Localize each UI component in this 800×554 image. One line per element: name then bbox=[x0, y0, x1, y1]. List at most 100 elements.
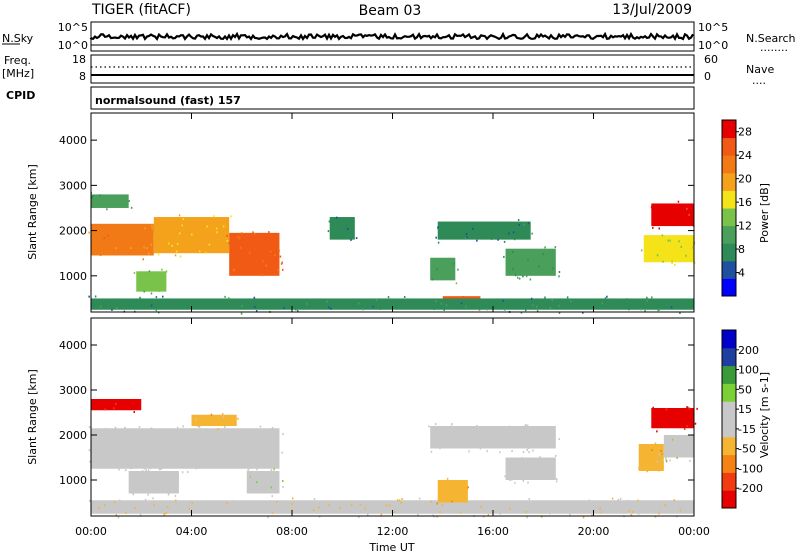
power-speck bbox=[513, 238, 516, 241]
freq-tick-top: 18 bbox=[72, 53, 86, 66]
power-ytick-label: 1000 bbox=[59, 270, 87, 283]
velocity-speck bbox=[491, 511, 493, 514]
power-speck bbox=[511, 250, 514, 253]
nsearch-dots: ........ bbox=[760, 41, 788, 54]
power-speck bbox=[306, 302, 308, 305]
power-speck bbox=[433, 307, 435, 310]
nsearch-label: N.Search bbox=[746, 32, 796, 45]
velocity-speck bbox=[658, 512, 660, 515]
power-speck bbox=[128, 199, 130, 202]
velocity-speck bbox=[94, 403, 97, 406]
power-speck bbox=[346, 228, 349, 231]
velocity-speck bbox=[444, 501, 446, 504]
power-speck bbox=[126, 237, 128, 240]
power-speck bbox=[542, 253, 544, 256]
power-speck bbox=[242, 270, 244, 273]
power-speck bbox=[114, 303, 116, 306]
power-speck bbox=[457, 268, 459, 271]
velocity-speck bbox=[232, 500, 234, 503]
velocity-region bbox=[91, 500, 694, 514]
velocity-speck bbox=[673, 499, 675, 502]
velocity-speck bbox=[456, 429, 459, 432]
power-speck bbox=[239, 239, 241, 242]
power-speck bbox=[549, 262, 551, 265]
power-panel-frame bbox=[90, 112, 695, 313]
power-speck bbox=[151, 227, 154, 230]
velocity-speck bbox=[434, 423, 437, 426]
velocity-speck bbox=[535, 506, 537, 509]
velocity-speck bbox=[433, 515, 435, 518]
velocity-speck bbox=[158, 475, 160, 478]
power-speck bbox=[537, 265, 540, 268]
velocity-speck bbox=[486, 450, 488, 453]
power-speck bbox=[688, 253, 690, 256]
velocity-colorbar-tick-label: -15 bbox=[738, 423, 756, 436]
power-speck bbox=[522, 275, 524, 278]
velocity-speck bbox=[124, 447, 127, 450]
velocity-speck bbox=[628, 509, 630, 512]
velocity-speck bbox=[128, 443, 131, 446]
velocity-speck bbox=[530, 472, 533, 475]
velocity-speck bbox=[150, 502, 152, 505]
velocity-speck bbox=[163, 513, 166, 516]
velocity-speck bbox=[660, 449, 662, 452]
velocity-colorbar-label: Velocity [m s-1] bbox=[758, 372, 771, 458]
power-speck bbox=[271, 258, 273, 261]
velocity-speck bbox=[248, 439, 251, 442]
power-region bbox=[91, 194, 129, 208]
nsky-panel bbox=[90, 21, 695, 52]
power-speck bbox=[213, 215, 215, 218]
velocity-speck bbox=[556, 505, 558, 508]
velocity-speck bbox=[96, 461, 98, 464]
power-speck bbox=[658, 304, 660, 307]
velocity-speck bbox=[152, 431, 154, 434]
power-speck bbox=[460, 302, 463, 305]
velocity-speck bbox=[525, 424, 527, 427]
velocity-speck bbox=[656, 461, 659, 464]
velocity-speck bbox=[139, 513, 142, 516]
freq-panel bbox=[90, 54, 695, 84]
power-speck bbox=[190, 233, 193, 236]
velocity-speck bbox=[282, 480, 284, 483]
power-region bbox=[329, 217, 355, 240]
velocity-speck bbox=[527, 481, 529, 484]
power-speck bbox=[465, 305, 467, 308]
velocity-speck bbox=[686, 425, 688, 428]
power-speck bbox=[604, 297, 607, 300]
velocity-speck bbox=[143, 471, 146, 474]
velocity-speck bbox=[115, 451, 118, 454]
power-speck bbox=[160, 219, 163, 222]
velocity-speck bbox=[120, 402, 123, 405]
power-speck bbox=[679, 312, 681, 315]
velocity-speck bbox=[632, 511, 634, 514]
beam-label: Beam 03 bbox=[359, 3, 422, 19]
velocity-speck bbox=[328, 504, 330, 507]
power-speck bbox=[632, 306, 635, 309]
power-speck bbox=[133, 271, 136, 274]
power-speck bbox=[379, 307, 382, 310]
velocity-speck bbox=[217, 428, 219, 431]
velocity-speck bbox=[174, 494, 177, 497]
velocity-speck bbox=[659, 508, 662, 511]
power-speck bbox=[254, 300, 256, 303]
velocity-ylabel: Slant Range [km] bbox=[26, 369, 39, 465]
velocity-speck bbox=[629, 501, 632, 504]
power-speck bbox=[662, 260, 664, 263]
power-speck bbox=[141, 280, 143, 283]
velocity-speck bbox=[118, 468, 120, 471]
velocity-speck bbox=[676, 456, 678, 459]
power-speck bbox=[269, 250, 272, 253]
power-speck bbox=[133, 231, 136, 234]
power-speck bbox=[669, 239, 671, 242]
power-speck bbox=[431, 271, 433, 274]
velocity-speck bbox=[165, 512, 168, 515]
power-speck bbox=[101, 242, 103, 245]
velocity-speck bbox=[654, 459, 656, 462]
power-speck bbox=[645, 240, 648, 243]
power-speck bbox=[441, 221, 444, 224]
power-speck bbox=[297, 310, 299, 313]
velocity-speck bbox=[269, 471, 272, 474]
velocity-speck bbox=[244, 510, 246, 513]
power-speck bbox=[88, 295, 90, 298]
velocity-speck bbox=[312, 509, 315, 512]
